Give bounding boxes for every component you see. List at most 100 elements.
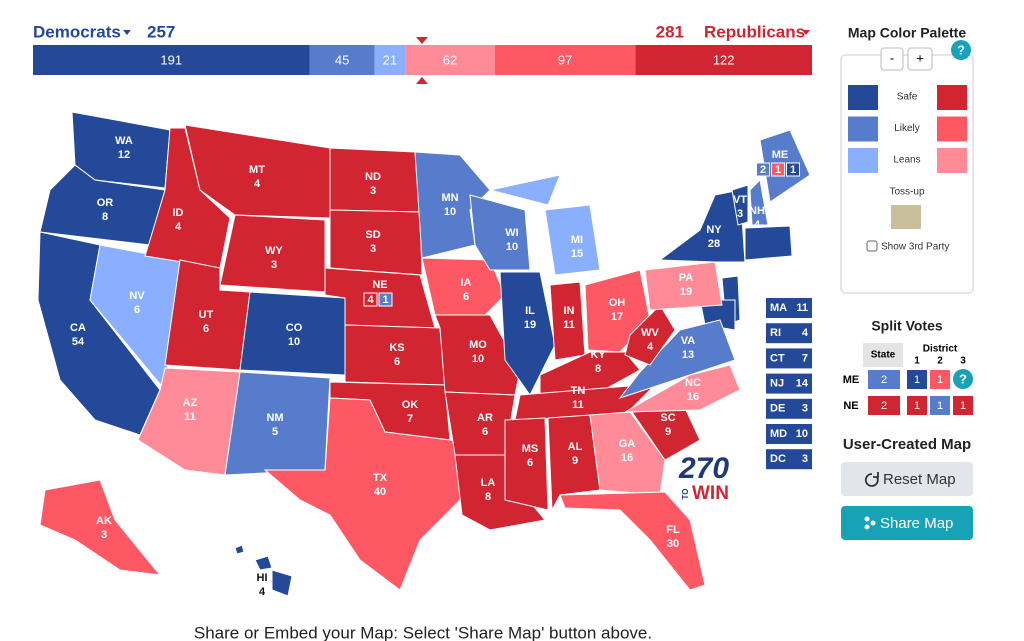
share-icon[interactable]: [864, 516, 876, 530]
state-ev: 8: [102, 211, 108, 223]
state-abbr: WV: [641, 327, 659, 339]
split-state-box[interactable]: [868, 396, 900, 415]
state-shape[interactable]: [624, 364, 741, 413]
state-ev: 4: [175, 221, 182, 233]
state-shape[interactable]: [329, 209, 423, 276]
share-label[interactable]: Share Map: [880, 515, 953, 532]
small-state-abbr: MA: [770, 302, 787, 314]
state-abbr: NC: [685, 377, 701, 389]
state-shape[interactable]: [618, 319, 736, 399]
state-shape[interactable]: [559, 491, 706, 591]
state-ev: 16: [687, 391, 699, 403]
state-shape[interactable]: [184, 124, 331, 219]
state-ev: 15: [571, 248, 583, 260]
rep-label[interactable]: Republicans: [704, 22, 805, 41]
split-district-box[interactable]: [907, 370, 927, 389]
small-state-box[interactable]: [766, 298, 812, 318]
bar-segment: [33, 45, 310, 75]
small-state-box[interactable]: [766, 398, 812, 419]
state-abbr: NH: [749, 205, 765, 217]
split-title: Split Votes: [871, 318, 943, 334]
small-state-box[interactable]: [766, 424, 812, 444]
zoom-in-label[interactable]: +: [916, 50, 924, 65]
split-help-label[interactable]: ?: [959, 371, 967, 386]
state-ev: 9: [665, 426, 671, 438]
state-shape[interactable]: [504, 417, 549, 511]
state-shape[interactable]: [731, 184, 749, 226]
split-help-icon[interactable]: [953, 369, 973, 389]
dem-swatch[interactable]: [848, 116, 878, 142]
share-button[interactable]: [841, 506, 973, 540]
split-district-box[interactable]: [907, 396, 927, 415]
state-shape[interactable]: [263, 397, 471, 591]
small-state-box[interactable]: [766, 449, 812, 470]
state-shape[interactable]: [421, 257, 506, 316]
state-shape[interactable]: [39, 479, 162, 576]
dem-caret[interactable]: [123, 30, 131, 35]
palette-title: Map Color Palette: [848, 25, 966, 41]
small-state-ev: 3: [802, 403, 808, 415]
state-shape[interactable]: [749, 178, 769, 226]
footer-text: Share or Embed your Map: Select 'Share M…: [194, 623, 652, 641]
bar-segment-label: 191: [160, 52, 182, 67]
state-shape[interactable]: [589, 411, 666, 496]
state-shape[interactable]: [744, 225, 793, 261]
state-shape[interactable]: [514, 379, 662, 421]
state-ev: 8: [595, 363, 601, 375]
state-ev: 4: [367, 294, 374, 306]
state-abbr: IA: [461, 277, 472, 289]
state-ev: 3: [271, 259, 277, 271]
rep-swatch[interactable]: [937, 148, 967, 173]
rep-swatch[interactable]: [937, 85, 967, 110]
dem-swatch[interactable]: [848, 148, 878, 173]
small-state-box[interactable]: [766, 348, 812, 369]
small-state-box[interactable]: [766, 373, 812, 394]
state-abbr: MO: [469, 339, 487, 351]
state-ev: 10: [444, 206, 456, 218]
small-state-box[interactable]: [766, 323, 812, 344]
split-district-box[interactable]: [930, 396, 950, 415]
palette-swatches: Safe Likely Leans: [848, 85, 967, 173]
state-shape[interactable]: [254, 555, 273, 571]
reset-label[interactable]: Reset Map: [883, 471, 956, 488]
state-shape[interactable]: [71, 111, 171, 189]
state-shape[interactable]: [234, 544, 245, 555]
third-party-checkbox[interactable]: [866, 240, 878, 252]
rep-swatch[interactable]: [937, 116, 967, 142]
dem-label[interactable]: Democrats: [33, 22, 121, 41]
district-number: 2: [937, 356, 943, 367]
palette-row-label: Safe: [897, 92, 918, 103]
state-shape[interactable]: [469, 194, 531, 271]
rep-caret[interactable]: [802, 30, 810, 35]
state-shape[interactable]: [271, 569, 293, 597]
small-state-abbr: NJ: [770, 378, 784, 390]
state-shape[interactable]: [544, 204, 601, 276]
state-abbr: CA: [70, 322, 86, 334]
state-shape[interactable]: [547, 414, 601, 512]
district-box[interactable]: [378, 292, 393, 307]
split-district-box[interactable]: [953, 396, 973, 415]
dem-swatch[interactable]: [848, 85, 878, 110]
reset-button[interactable]: [841, 462, 973, 496]
state-shape[interactable]: [489, 174, 561, 206]
zoom-in-button[interactable]: [907, 47, 933, 71]
split-district-box[interactable]: [930, 370, 950, 389]
state-ev: 6: [203, 323, 209, 335]
reset-icon[interactable]: [864, 472, 879, 487]
state-shape[interactable]: [644, 261, 723, 311]
zoom-out-label[interactable]: -: [890, 50, 894, 65]
district-box[interactable]: [786, 162, 800, 177]
small-state-ev: 10: [796, 428, 808, 440]
state-ev: 10: [472, 353, 484, 365]
third-party-label[interactable]: Show 3rd Party: [881, 242, 949, 253]
zoom-out-button[interactable]: [880, 47, 904, 71]
small-state-abbr: DC: [770, 453, 786, 465]
district-box[interactable]: [771, 162, 785, 177]
split-state-box[interactable]: [868, 370, 900, 389]
help-icon[interactable]: [951, 40, 971, 60]
state-abbr: HI: [257, 572, 268, 584]
tossup-swatch[interactable]: [891, 205, 921, 229]
help-label[interactable]: ?: [957, 42, 965, 57]
state-shape[interactable]: [499, 271, 556, 396]
state-ev: 28: [708, 238, 720, 250]
